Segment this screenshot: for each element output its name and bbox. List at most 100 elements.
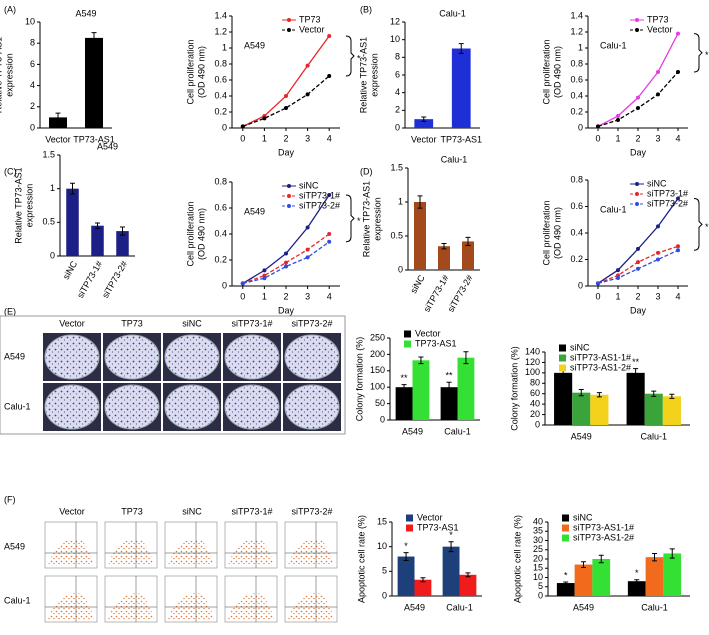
legend-label: siTP73-2#	[299, 200, 340, 210]
error-bar	[448, 541, 454, 553]
error-bar	[120, 226, 125, 236]
flow-cloud	[228, 593, 274, 620]
point	[305, 255, 310, 260]
bar	[626, 372, 645, 425]
y-tick-label: 6	[30, 59, 35, 69]
significance: *	[564, 570, 568, 580]
plate	[284, 334, 340, 380]
significance: *	[404, 541, 408, 551]
error-bar	[563, 581, 569, 585]
significance: **	[446, 371, 454, 381]
column-label: Vector	[59, 318, 85, 328]
error-bar	[634, 579, 640, 584]
y-axis-label: Apoptotic cell rate (%)	[356, 515, 366, 603]
x-tick-label: Vector	[45, 134, 71, 144]
y-tick-label: 2	[395, 105, 400, 115]
row-label: Calu-1	[4, 595, 31, 605]
y-tick-label: 1	[222, 42, 227, 52]
point	[656, 224, 660, 229]
y-tick-label: 1.2	[570, 26, 583, 36]
point	[305, 225, 310, 230]
x-tick-label: TP73-AS1	[73, 134, 115, 144]
error-bar	[463, 351, 469, 365]
error-bar	[417, 195, 423, 209]
point	[305, 92, 310, 97]
flow-cloud	[168, 539, 214, 566]
y-tick-label: 35	[533, 526, 543, 536]
y-tick-label: 30	[533, 535, 543, 545]
point	[636, 106, 640, 110]
column-label: siTP73-2#	[291, 318, 332, 328]
x-axis-label: Day	[278, 147, 295, 157]
legend-label: TP73-AS1	[417, 522, 459, 532]
x-tick-label: siNC	[408, 273, 427, 295]
y-tick-label: 0.8	[214, 176, 227, 186]
error-bar	[91, 32, 97, 44]
y-tick-label: 0	[538, 590, 543, 600]
plate	[164, 334, 220, 380]
bar	[451, 48, 471, 128]
point	[676, 196, 680, 201]
y-axis-label: Colony formation (%)	[354, 337, 364, 422]
y-tick-label: 0	[222, 280, 227, 290]
y-axis-label: (OD 490 nm)	[196, 46, 206, 98]
y-tick-label: 0.6	[570, 201, 583, 211]
point	[656, 257, 660, 262]
brace	[345, 35, 355, 77]
bar	[590, 394, 609, 425]
x-tick-label: 3	[305, 291, 310, 301]
y-axis-label: expression	[4, 53, 14, 97]
y-tick-label: 120	[525, 357, 540, 367]
y-tick-label: 8	[395, 52, 400, 62]
point	[240, 281, 245, 286]
point	[656, 70, 660, 74]
point	[327, 193, 332, 197]
chart-title: Calu-1	[441, 154, 468, 164]
point	[262, 276, 267, 281]
chart-title: A549	[97, 141, 118, 151]
plate	[224, 334, 280, 380]
bar	[414, 202, 426, 270]
y-tick-label: 0.2	[570, 254, 583, 264]
bar	[572, 392, 591, 425]
x-tick-label: 2	[283, 133, 288, 143]
y-tick-label: 40	[533, 516, 543, 526]
x-tick-label: 1	[615, 133, 620, 143]
flow-cloud	[108, 539, 154, 566]
legend-marker	[287, 194, 291, 198]
y-tick-label: 20	[533, 553, 543, 563]
bar	[442, 546, 460, 596]
column-label: siNC	[182, 506, 202, 516]
legend-swatch	[562, 514, 569, 522]
row-label: A549	[4, 351, 25, 361]
x-tick-label: siNC	[61, 259, 80, 281]
x-axis-label: Day	[278, 305, 295, 315]
point	[616, 268, 620, 273]
y-axis-label: (OD 490 nm)	[552, 46, 562, 98]
y-tick-label: 0.8	[214, 58, 227, 68]
legend-marker	[635, 202, 639, 206]
y-tick-label: 0.2	[570, 106, 583, 116]
y-tick-label: 12	[390, 16, 400, 26]
x-tick-label: 2	[635, 291, 640, 301]
column-label: Vector	[59, 506, 85, 516]
chart-title: A549	[75, 8, 96, 18]
column-label: siTP73-1#	[231, 506, 272, 516]
panel-label: (A)	[4, 4, 16, 14]
y-tick-label: 0	[535, 419, 540, 429]
y-tick-label: 0.6	[214, 74, 227, 84]
brace	[693, 33, 703, 73]
x-tick-label: 0	[595, 291, 600, 301]
legend-label: siNC	[570, 342, 590, 352]
bar	[116, 231, 129, 256]
y-axis-label: expression	[372, 197, 382, 241]
point	[676, 31, 680, 36]
legend-marker	[287, 184, 291, 188]
x-tick-label: A549	[402, 426, 423, 436]
chart-title: A549	[244, 206, 265, 216]
point	[305, 63, 310, 68]
chart-title: Calu-1	[600, 40, 627, 50]
error-bar	[420, 577, 426, 583]
y-tick-label: 0.4	[570, 227, 583, 237]
bar	[414, 579, 432, 596]
